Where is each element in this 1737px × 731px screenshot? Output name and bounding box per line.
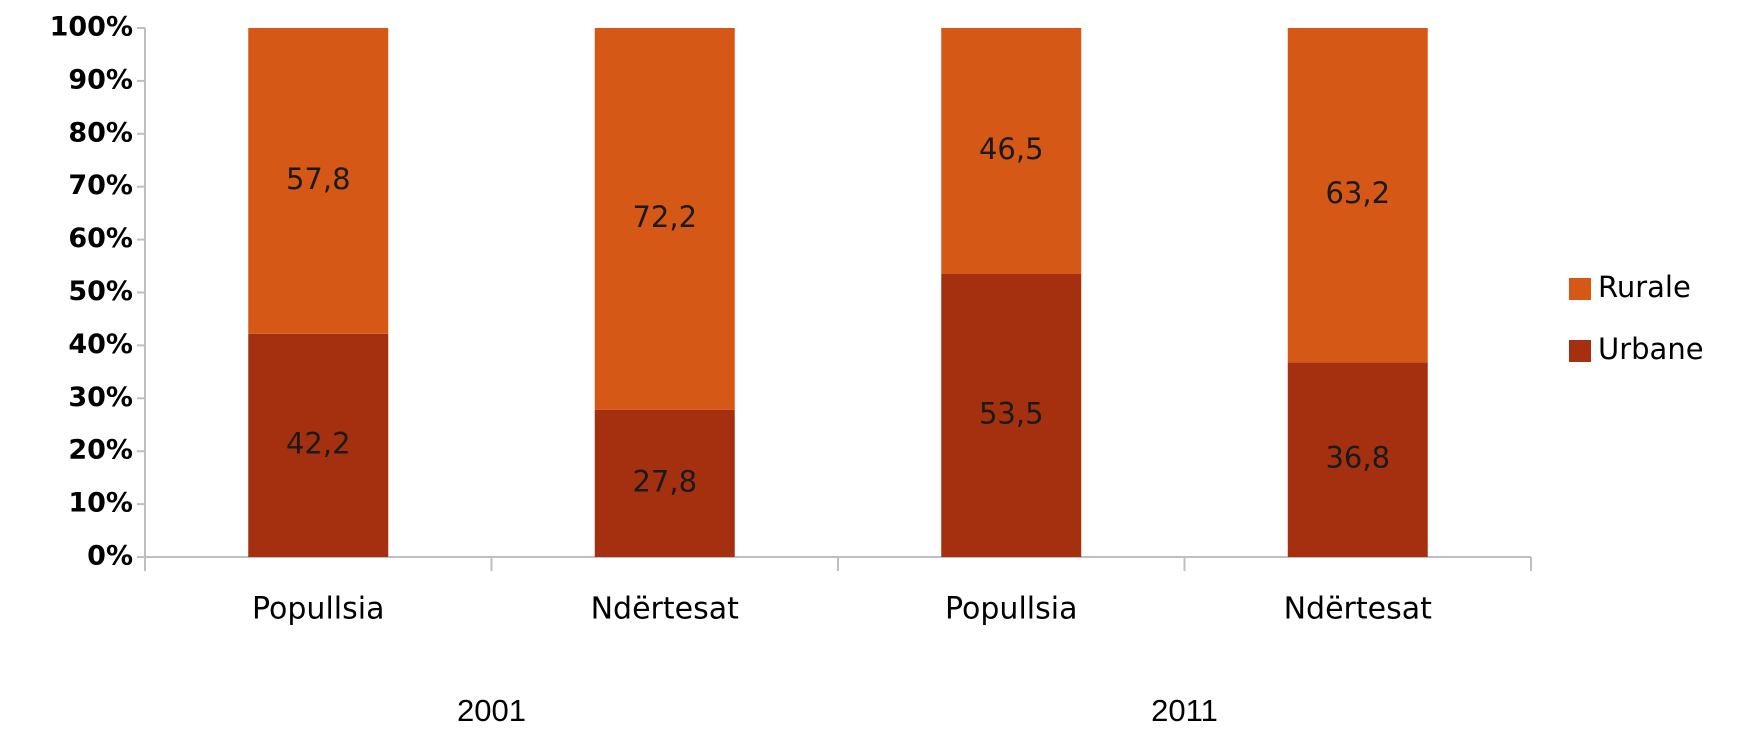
x-tick-label: Popullsia <box>252 592 384 627</box>
value-label: 42,2 <box>286 426 351 460</box>
bar-segment <box>594 28 735 410</box>
y-tick-label: 10% <box>68 488 133 519</box>
value-label: 53,5 <box>979 396 1044 430</box>
y-tick-label: 50% <box>68 276 133 307</box>
group-label: 2001 <box>457 693 526 728</box>
y-tick-label: 40% <box>68 329 133 360</box>
y-tick-label: 70% <box>68 170 133 201</box>
y-tick-label: 100% <box>50 12 133 43</box>
bar-segment <box>248 28 389 334</box>
value-label: 36,8 <box>1325 441 1390 475</box>
bar-segment <box>941 28 1082 274</box>
bar-segment <box>1287 28 1428 363</box>
y-tick-label: 0% <box>87 541 133 572</box>
legend-label: Urbane <box>1598 332 1704 366</box>
value-label: 72,2 <box>632 200 697 234</box>
bar-segment <box>941 273 1082 557</box>
legend-swatch <box>1569 278 1591 300</box>
value-label: 27,8 <box>632 464 697 498</box>
bar-segment <box>594 409 735 557</box>
y-tick-label: 90% <box>68 64 133 95</box>
y-tick-label: 20% <box>68 435 133 466</box>
bar-segment <box>248 333 389 557</box>
value-label: 63,2 <box>1325 176 1390 210</box>
x-tick-label: Ndërtesat <box>591 592 740 627</box>
value-label: 46,5 <box>979 132 1044 166</box>
value-label: 57,8 <box>286 162 351 196</box>
legend-swatch <box>1569 340 1591 362</box>
y-tick-label: 30% <box>68 382 133 413</box>
group-label: 2011 <box>1151 693 1218 728</box>
x-tick-label: Popullsia <box>945 592 1077 627</box>
y-tick-label: 80% <box>68 117 133 148</box>
x-tick-label: Ndërtesat <box>1284 592 1433 627</box>
y-tick-label: 60% <box>68 223 133 254</box>
bar-segment <box>1287 362 1428 557</box>
legend-label: Rurale <box>1598 270 1691 304</box>
